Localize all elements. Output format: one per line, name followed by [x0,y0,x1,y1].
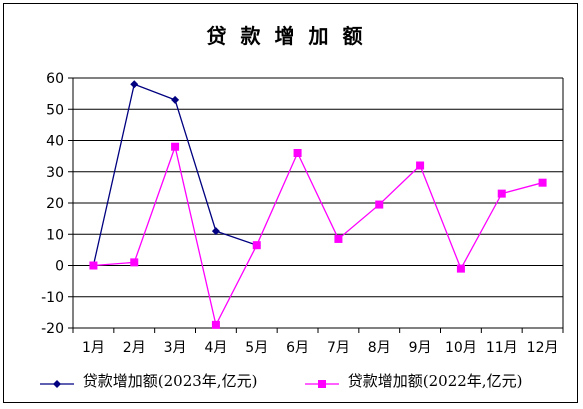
y-tick-label: 20 [46,196,64,212]
y-tick-label: 40 [46,134,64,150]
legend-swatch-diamond-icon [40,375,74,389]
x-tick-label: 2月 [123,340,146,356]
data-point-diamond [130,80,139,89]
series [89,80,547,329]
legend-swatch-square-icon [305,375,339,389]
y-tick-labels: 60 50 40 30 20 10 0 -10 -20 [41,71,64,337]
data-point-square [497,189,506,198]
x-tick-label: 11月 [486,340,518,356]
legend-item-2023: 贷款增加额(2023年,亿元) [40,370,257,392]
data-point-square [171,142,180,151]
legend-label-2023: 贷款增加额(2023年,亿元) [82,372,258,390]
grid-lines [73,77,563,329]
y-tick-label: -20 [41,321,64,337]
data-point-square [456,264,465,273]
y-tick-label: 10 [46,227,64,243]
series-line-1 [93,144,543,327]
chart-title: 贷款增加额 [206,24,377,48]
data-point-square [89,261,98,270]
data-point-diamond [211,227,220,236]
legend-item-2022: 贷款增加额(2022年,亿元) [305,370,522,392]
axes [68,77,564,333]
x-tick-label: 1月 [82,340,105,356]
y-tick-label: 60 [46,71,64,87]
x-tick-label: 10月 [445,340,477,356]
legend: 贷款增加额(2023年,亿元) 贷款增加额(2022年,亿元) [30,370,550,392]
data-point-square [252,241,261,250]
x-tick-label: 8月 [368,340,391,356]
x-tick-label: 7月 [327,340,350,356]
y-tick-label: 50 [46,102,64,118]
data-point-diamond [171,95,180,104]
data-point-square [211,320,220,329]
x-tick-label: 12月 [527,340,559,356]
data-point-square [293,149,302,157]
x-tick-label: 3月 [164,340,187,356]
y-tick-label: 0 [55,259,64,275]
series-line-0 [92,83,257,266]
data-point-square [375,200,384,209]
x-tick-label: 9月 [409,340,432,356]
y-tick-label: -10 [41,290,64,306]
x-tick-label: 4月 [204,340,227,356]
data-point-square [538,178,547,187]
x-tick-label: 5月 [245,340,268,356]
x-tick-label: 6月 [286,340,309,356]
data-point-square [130,258,139,267]
data-point-square [334,234,343,243]
data-point-square [416,161,425,170]
legend-label-2022: 贷款增加额(2022年,亿元) [347,372,523,390]
y-tick-label: 30 [46,165,64,181]
x-tick-labels: 1月 2月 3月 4月 5月 6月 7月 8月 9月 10月 11月 12月 [82,340,559,356]
